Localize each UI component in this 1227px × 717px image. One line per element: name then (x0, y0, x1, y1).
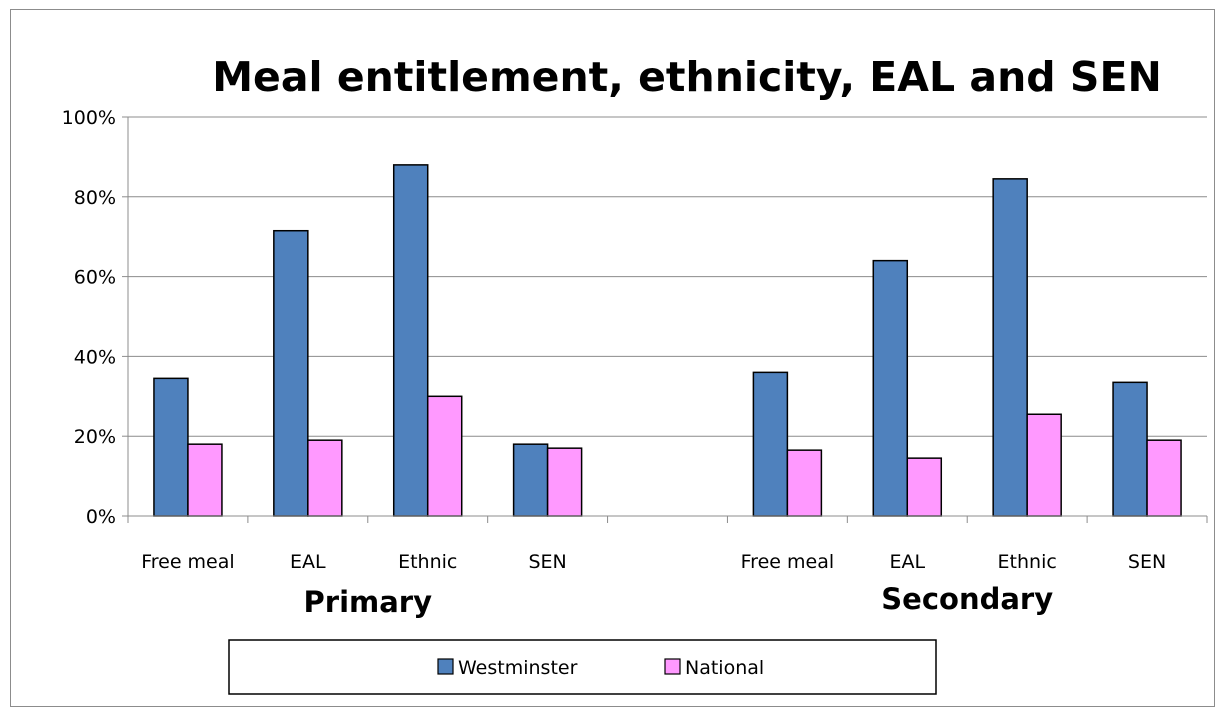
bar-national-8 (1146, 439, 1182, 517)
legend-box (228, 639, 937, 695)
bar-westminster-3 (512, 443, 549, 517)
legend-label-westminster: Westminster (458, 657, 578, 679)
bar-national-7 (1026, 413, 1062, 517)
legend-label-national: National (685, 657, 764, 679)
bar-national-2 (426, 395, 463, 517)
x-category-label: Ethnic (998, 551, 1057, 573)
group-labels: Primary Secondary (304, 582, 1054, 619)
y-axis-ticks: 0% 20% 40% 60% 80% 100% (62, 107, 128, 528)
y-tick-label: 80% (74, 187, 116, 209)
bar-westminster-8 (1112, 381, 1148, 517)
bar-westminster-2 (392, 164, 429, 517)
bar-westminster-5 (752, 371, 789, 517)
x-category-label: Free meal (741, 551, 834, 573)
legend-swatch-westminster (437, 658, 454, 675)
y-tick-label: 0% (86, 506, 116, 528)
x-category-label: SEN (528, 551, 566, 573)
bar-westminster-7 (992, 178, 1028, 517)
x-category-label: EAL (889, 551, 925, 573)
bar-national-5 (786, 449, 823, 517)
y-tick-label: 40% (74, 346, 116, 368)
x-category-label: Ethnic (398, 551, 457, 573)
bars (153, 164, 1182, 517)
bar-westminster-0 (153, 377, 189, 517)
bar-national-3 (546, 447, 583, 517)
legend-swatch-national (664, 658, 681, 675)
y-tick-label: 20% (74, 426, 116, 448)
x-category-label: EAL (290, 551, 326, 573)
bar-national-6 (906, 457, 943, 517)
bar-westminster-6 (872, 259, 909, 517)
bar-westminster-1 (273, 229, 309, 517)
axes (127, 117, 1208, 523)
chart-title: Meal entitlement, ethnicity, EAL and SEN (212, 53, 1162, 101)
group-label-primary: Primary (304, 585, 433, 619)
legend: Westminster National (228, 639, 937, 695)
bar-national-1 (307, 439, 343, 517)
x-axis-labels: Free meal EAL Ethnic SEN Free meal EAL Ethnic S… (141, 551, 1166, 573)
y-tick-label: 100% (62, 107, 116, 129)
x-category-label: SEN (1128, 551, 1166, 573)
x-category-label: Free meal (141, 551, 234, 573)
bar-national-0 (187, 443, 223, 517)
y-tick-label: 60% (74, 267, 116, 289)
group-label-secondary: Secondary (881, 582, 1053, 616)
